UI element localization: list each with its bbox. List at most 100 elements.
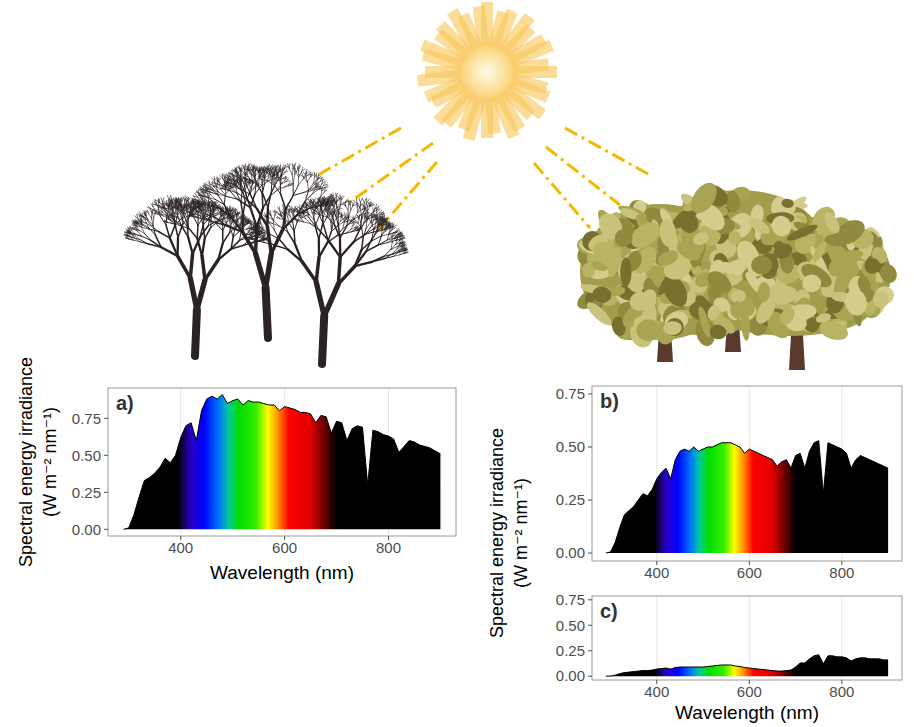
branch (400, 235, 403, 237)
branch (185, 197, 187, 201)
branch (403, 248, 406, 249)
branch (400, 253, 404, 255)
branch (217, 177, 219, 181)
branch (247, 220, 250, 222)
branch (178, 209, 181, 213)
branch (138, 220, 141, 222)
branch (138, 214, 142, 216)
branch (265, 172, 267, 178)
branch (269, 176, 273, 181)
branch (240, 167, 242, 171)
branch (275, 166, 277, 169)
branch (158, 199, 159, 203)
branch (190, 254, 192, 278)
branch (281, 194, 286, 209)
branch (384, 249, 391, 256)
branch (292, 175, 293, 184)
branch (253, 185, 256, 189)
branch (315, 173, 317, 177)
branch (226, 183, 228, 188)
branch (133, 223, 135, 226)
branch (189, 214, 192, 216)
branch (296, 172, 299, 177)
branch (239, 167, 240, 171)
branch (267, 227, 271, 254)
branch (127, 234, 130, 236)
branch (132, 221, 136, 222)
branch (198, 195, 202, 196)
branch (236, 213, 239, 215)
branch (205, 199, 208, 203)
branch (278, 184, 282, 190)
branch (201, 202, 205, 204)
branch (239, 168, 241, 172)
branch (266, 288, 268, 338)
branch (158, 232, 170, 239)
branch (186, 209, 188, 213)
branch (145, 211, 146, 215)
branch (171, 197, 174, 200)
branch (209, 205, 219, 208)
branch (241, 193, 242, 202)
branch (225, 225, 243, 232)
branch (190, 278, 197, 310)
branch (263, 168, 265, 172)
branch (174, 210, 176, 216)
branch (151, 210, 153, 213)
branch (240, 178, 242, 181)
branch (223, 178, 225, 182)
branch (155, 209, 157, 213)
branch (393, 232, 396, 236)
branch (139, 230, 144, 233)
branch (179, 199, 181, 202)
branch (242, 186, 245, 192)
branch (208, 182, 211, 185)
branch (284, 170, 287, 173)
branch (318, 175, 319, 179)
branch (271, 165, 273, 169)
branch (222, 174, 225, 178)
branch (293, 175, 295, 184)
branch (298, 164, 299, 169)
branch (171, 202, 173, 206)
branch (208, 195, 209, 198)
branch (221, 188, 225, 189)
branch (303, 174, 306, 179)
branch (161, 247, 177, 256)
branch (167, 206, 169, 214)
branch (222, 188, 225, 190)
branch (220, 213, 224, 214)
branch (245, 182, 247, 187)
branch (197, 215, 204, 217)
branch (134, 216, 138, 219)
branch (307, 182, 308, 191)
branch (396, 241, 400, 245)
branch (210, 218, 211, 228)
branch (154, 213, 158, 215)
branch (126, 238, 129, 240)
branch (215, 181, 217, 187)
branch (224, 195, 225, 205)
branch (393, 250, 398, 254)
branch (404, 249, 407, 251)
branch (194, 217, 198, 225)
branch (233, 171, 237, 173)
branch (187, 197, 188, 201)
branch (196, 225, 198, 238)
branch (192, 207, 195, 210)
branch (172, 203, 175, 208)
branch (277, 170, 278, 176)
branch (177, 203, 180, 206)
branch (238, 183, 241, 187)
branch (205, 204, 210, 209)
branch (320, 191, 322, 196)
branch (273, 173, 276, 176)
branch (278, 167, 280, 170)
branch (233, 174, 237, 177)
branch (211, 192, 218, 195)
branch (399, 232, 401, 235)
branch (150, 209, 151, 213)
branch (192, 208, 196, 210)
sun (417, 2, 557, 141)
branch (184, 205, 186, 208)
